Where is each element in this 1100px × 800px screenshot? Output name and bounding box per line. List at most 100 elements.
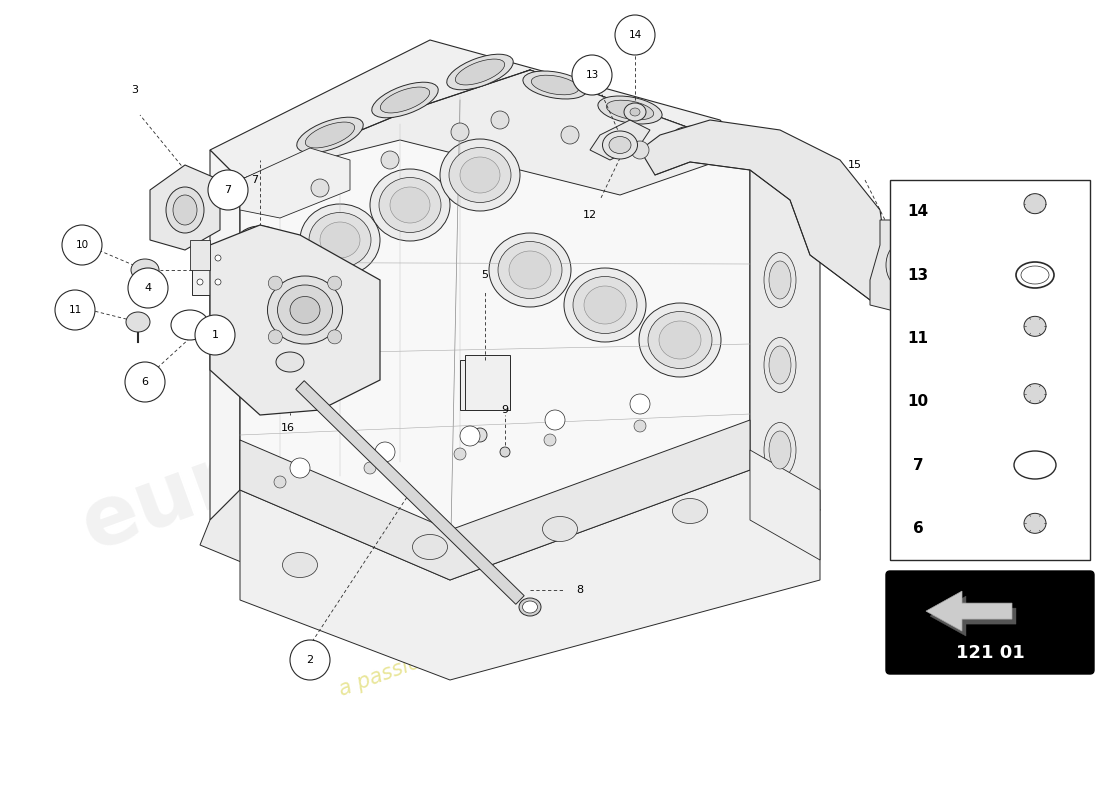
Circle shape [454,448,466,460]
Ellipse shape [235,226,285,264]
Ellipse shape [603,131,638,159]
Text: 5: 5 [482,270,488,280]
Polygon shape [240,148,350,218]
Ellipse shape [214,255,221,261]
Ellipse shape [290,297,320,323]
Polygon shape [240,420,750,580]
Ellipse shape [764,253,796,307]
Polygon shape [150,165,220,250]
Ellipse shape [1016,262,1054,288]
Circle shape [62,225,102,265]
Ellipse shape [519,598,541,616]
Polygon shape [750,150,820,510]
Text: 13: 13 [908,267,928,282]
Ellipse shape [630,108,640,116]
Ellipse shape [173,195,197,225]
Polygon shape [460,360,510,410]
Text: a passion for the 1985: a passion for the 1985 [337,601,563,699]
Ellipse shape [609,137,631,154]
Text: 14: 14 [628,30,641,40]
Polygon shape [640,120,890,300]
Circle shape [268,276,283,290]
Polygon shape [240,70,750,195]
Text: 7: 7 [252,175,258,185]
Circle shape [544,434,556,446]
Circle shape [630,394,650,414]
Ellipse shape [573,277,637,334]
Text: 4: 4 [144,283,152,293]
Ellipse shape [500,447,510,457]
Bar [890,180,1090,560]
Ellipse shape [522,71,587,99]
Polygon shape [240,70,750,580]
Text: 12: 12 [583,210,597,220]
Circle shape [572,55,612,95]
Ellipse shape [769,261,791,299]
Polygon shape [210,225,380,415]
Text: 10: 10 [908,394,928,409]
Ellipse shape [1014,451,1056,479]
Bar [465,355,510,410]
Text: 15: 15 [848,160,862,170]
Ellipse shape [648,311,712,369]
Text: 16: 16 [280,423,295,433]
Ellipse shape [598,96,662,124]
Text: 11: 11 [68,305,81,315]
Polygon shape [750,450,820,560]
Text: 11: 11 [908,331,928,346]
Circle shape [311,179,329,197]
Ellipse shape [886,244,914,286]
Ellipse shape [197,255,204,261]
Ellipse shape [267,276,342,344]
Ellipse shape [764,338,796,393]
Circle shape [328,276,342,290]
Ellipse shape [1024,384,1046,404]
Ellipse shape [320,222,360,258]
Circle shape [328,330,342,344]
Ellipse shape [440,139,520,211]
Ellipse shape [1024,194,1046,214]
Circle shape [631,141,649,159]
Polygon shape [296,381,525,604]
Text: 7: 7 [224,185,232,195]
Ellipse shape [531,75,579,94]
Circle shape [125,362,165,402]
Ellipse shape [606,100,653,120]
Ellipse shape [449,147,512,202]
Ellipse shape [276,352,304,372]
Ellipse shape [166,187,204,233]
Text: 2: 2 [307,655,314,665]
Ellipse shape [131,259,160,281]
Circle shape [55,290,95,330]
Ellipse shape [542,517,578,542]
Ellipse shape [372,82,438,118]
Ellipse shape [659,321,701,359]
Ellipse shape [1024,316,1046,336]
Circle shape [290,640,330,680]
Text: euroParts: euroParts [70,334,530,566]
Ellipse shape [639,303,720,377]
Ellipse shape [381,87,430,113]
Circle shape [381,151,399,169]
Text: 6: 6 [142,377,148,387]
Text: 13: 13 [585,70,598,80]
Text: 6: 6 [913,521,923,536]
Ellipse shape [681,130,728,150]
FancyBboxPatch shape [886,571,1094,674]
Polygon shape [926,591,1012,631]
Text: 7: 7 [913,458,923,473]
Polygon shape [200,470,820,640]
Ellipse shape [170,310,209,340]
Circle shape [615,15,654,55]
Polygon shape [930,596,1016,636]
Ellipse shape [309,213,371,267]
Ellipse shape [769,346,791,384]
Text: 3: 3 [132,85,139,95]
Polygon shape [210,40,750,180]
Polygon shape [240,470,820,680]
Ellipse shape [509,251,551,289]
Ellipse shape [412,534,448,559]
Circle shape [364,462,376,474]
Circle shape [451,123,469,141]
Ellipse shape [522,601,538,613]
